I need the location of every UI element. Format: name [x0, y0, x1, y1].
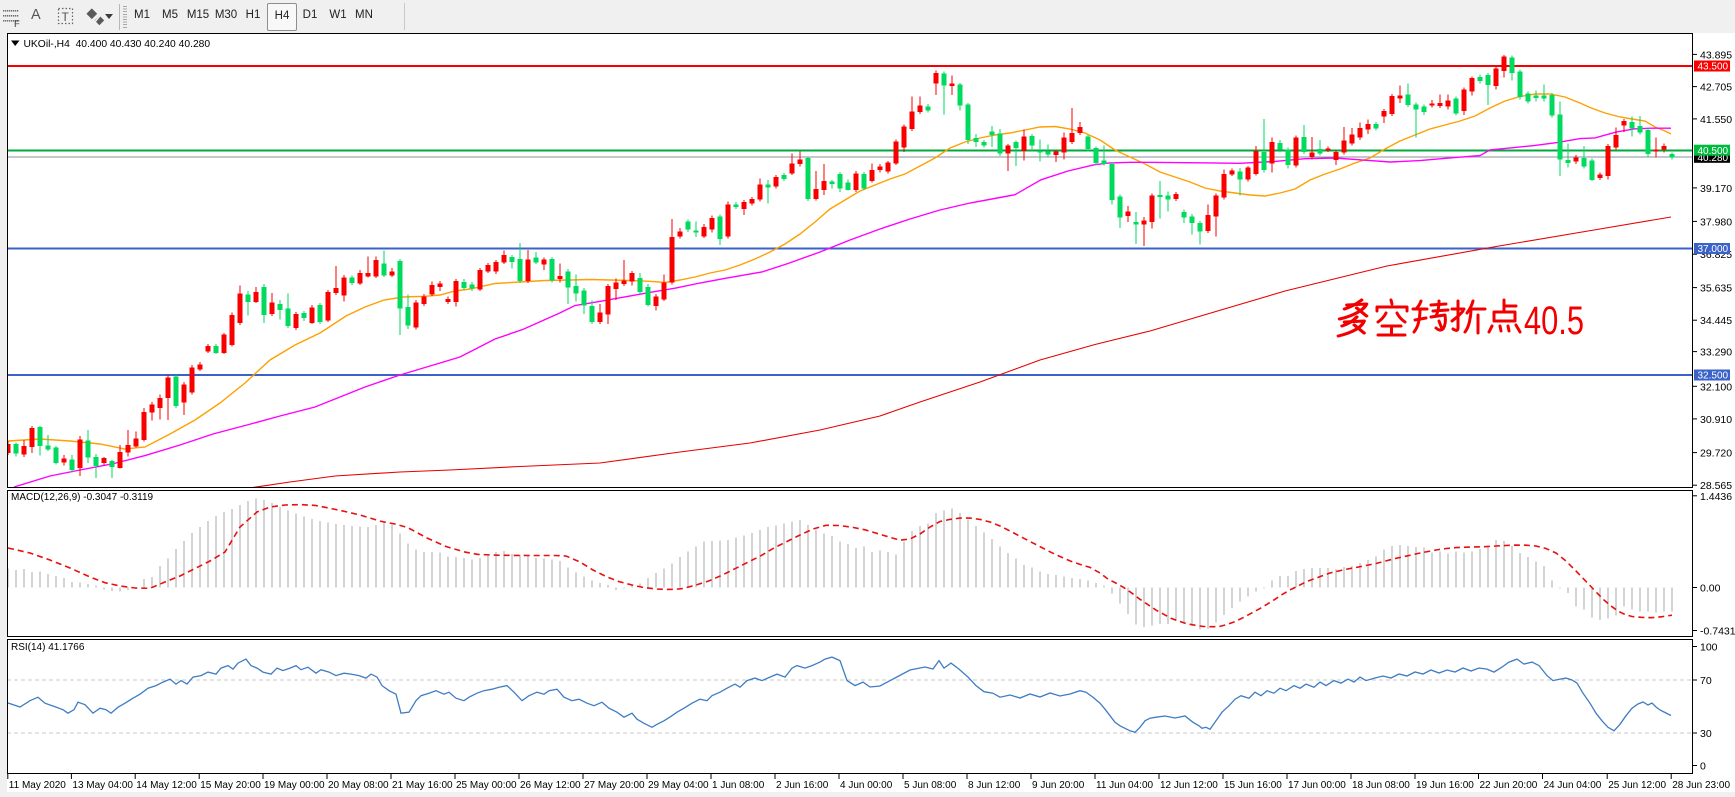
svg-text:39.170: 39.170 [1700, 183, 1732, 195]
svg-text:0: 0 [1700, 761, 1706, 773]
svg-text:28.565: 28.565 [1700, 480, 1732, 492]
svg-text:T: T [62, 10, 70, 24]
svg-text:19 May 00:00: 19 May 00:00 [264, 780, 325, 791]
svg-text:9 Jun 20:00: 9 Jun 20:00 [1032, 780, 1085, 791]
svg-text:26 May 12:00: 26 May 12:00 [520, 780, 581, 791]
svg-text:15 May 20:00: 15 May 20:00 [200, 780, 261, 791]
svg-text:27 May 20:00: 27 May 20:00 [584, 780, 645, 791]
svg-text:21 May 16:00: 21 May 16:00 [392, 780, 453, 791]
svg-text:28 Jun 23:00: 28 Jun 23:00 [1672, 780, 1730, 791]
svg-text:40.500: 40.500 [1698, 146, 1729, 157]
svg-text:30: 30 [1700, 728, 1712, 740]
svg-text:2 Jun 16:00: 2 Jun 16:00 [776, 780, 829, 791]
svg-text:43.895: 43.895 [1700, 49, 1732, 61]
svg-text:4 Jun 00:00: 4 Jun 00:00 [840, 780, 893, 791]
svg-text:20 May 08:00: 20 May 08:00 [328, 780, 389, 791]
svg-text:29 May 04:00: 29 May 04:00 [648, 780, 709, 791]
svg-text:40.280: 40.280 [1698, 153, 1729, 164]
svg-text:70: 70 [1700, 675, 1712, 687]
svg-text:1.4436: 1.4436 [1700, 491, 1732, 503]
svg-text:UKOil-,H4 40.400 40.430 40.24: UKOil-,H4 40.400 40.430 40.240 40.280 [24, 39, 211, 50]
svg-text:37.980: 37.980 [1700, 216, 1732, 228]
svg-text:42.705: 42.705 [1700, 82, 1732, 94]
svg-text:30.910: 30.910 [1700, 414, 1732, 426]
svg-text:25 May 00:00: 25 May 00:00 [456, 780, 517, 791]
svg-text:18 Jun 08:00: 18 Jun 08:00 [1352, 780, 1410, 791]
svg-text:33.290: 33.290 [1700, 347, 1732, 359]
svg-text:29.720: 29.720 [1700, 448, 1732, 460]
svg-text:5 Jun 08:00: 5 Jun 08:00 [904, 780, 957, 791]
svg-text:-0.7431: -0.7431 [1700, 626, 1735, 638]
svg-text:100: 100 [1700, 642, 1718, 654]
svg-text:40.5: 40.5 [1524, 299, 1584, 343]
svg-text:37.000: 37.000 [1698, 244, 1729, 255]
svg-text:11 May 2020: 11 May 2020 [9, 780, 67, 791]
svg-text:11 Jun 04:00: 11 Jun 04:00 [1096, 780, 1154, 791]
svg-text:0.00: 0.00 [1700, 583, 1721, 595]
svg-text:32.100: 32.100 [1700, 381, 1732, 393]
svg-text:24 Jun 04:00: 24 Jun 04:00 [1544, 780, 1602, 791]
svg-text:15 Jun 16:00: 15 Jun 16:00 [1224, 780, 1282, 791]
svg-text:17 Jun 00:00: 17 Jun 00:00 [1288, 780, 1346, 791]
svg-text:19 Jun 16:00: 19 Jun 16:00 [1416, 780, 1474, 791]
svg-text:14 May 12:00: 14 May 12:00 [136, 780, 197, 791]
svg-text:MACD(12,26,9) -0.3047 -0.3119: MACD(12,26,9) -0.3047 -0.3119 [11, 492, 154, 503]
svg-text:35.635: 35.635 [1700, 283, 1732, 295]
svg-text:F: F [14, 19, 20, 30]
svg-text:8 Jun 12:00: 8 Jun 12:00 [968, 780, 1021, 791]
svg-text:22 Jun 20:00: 22 Jun 20:00 [1480, 780, 1538, 791]
svg-text:25 Jun 12:00: 25 Jun 12:00 [1608, 780, 1666, 791]
svg-text:32.500: 32.500 [1698, 371, 1729, 382]
svg-text:34.445: 34.445 [1700, 315, 1732, 327]
svg-text:RSI(14) 41.1766: RSI(14) 41.1766 [11, 642, 85, 653]
svg-text:41.550: 41.550 [1700, 114, 1732, 126]
svg-text:1 Jun 08:00: 1 Jun 08:00 [712, 780, 765, 791]
svg-text:12 Jun 12:00: 12 Jun 12:00 [1160, 780, 1218, 791]
svg-text:43.500: 43.500 [1698, 62, 1729, 73]
svg-text:13 May 04:00: 13 May 04:00 [72, 780, 133, 791]
